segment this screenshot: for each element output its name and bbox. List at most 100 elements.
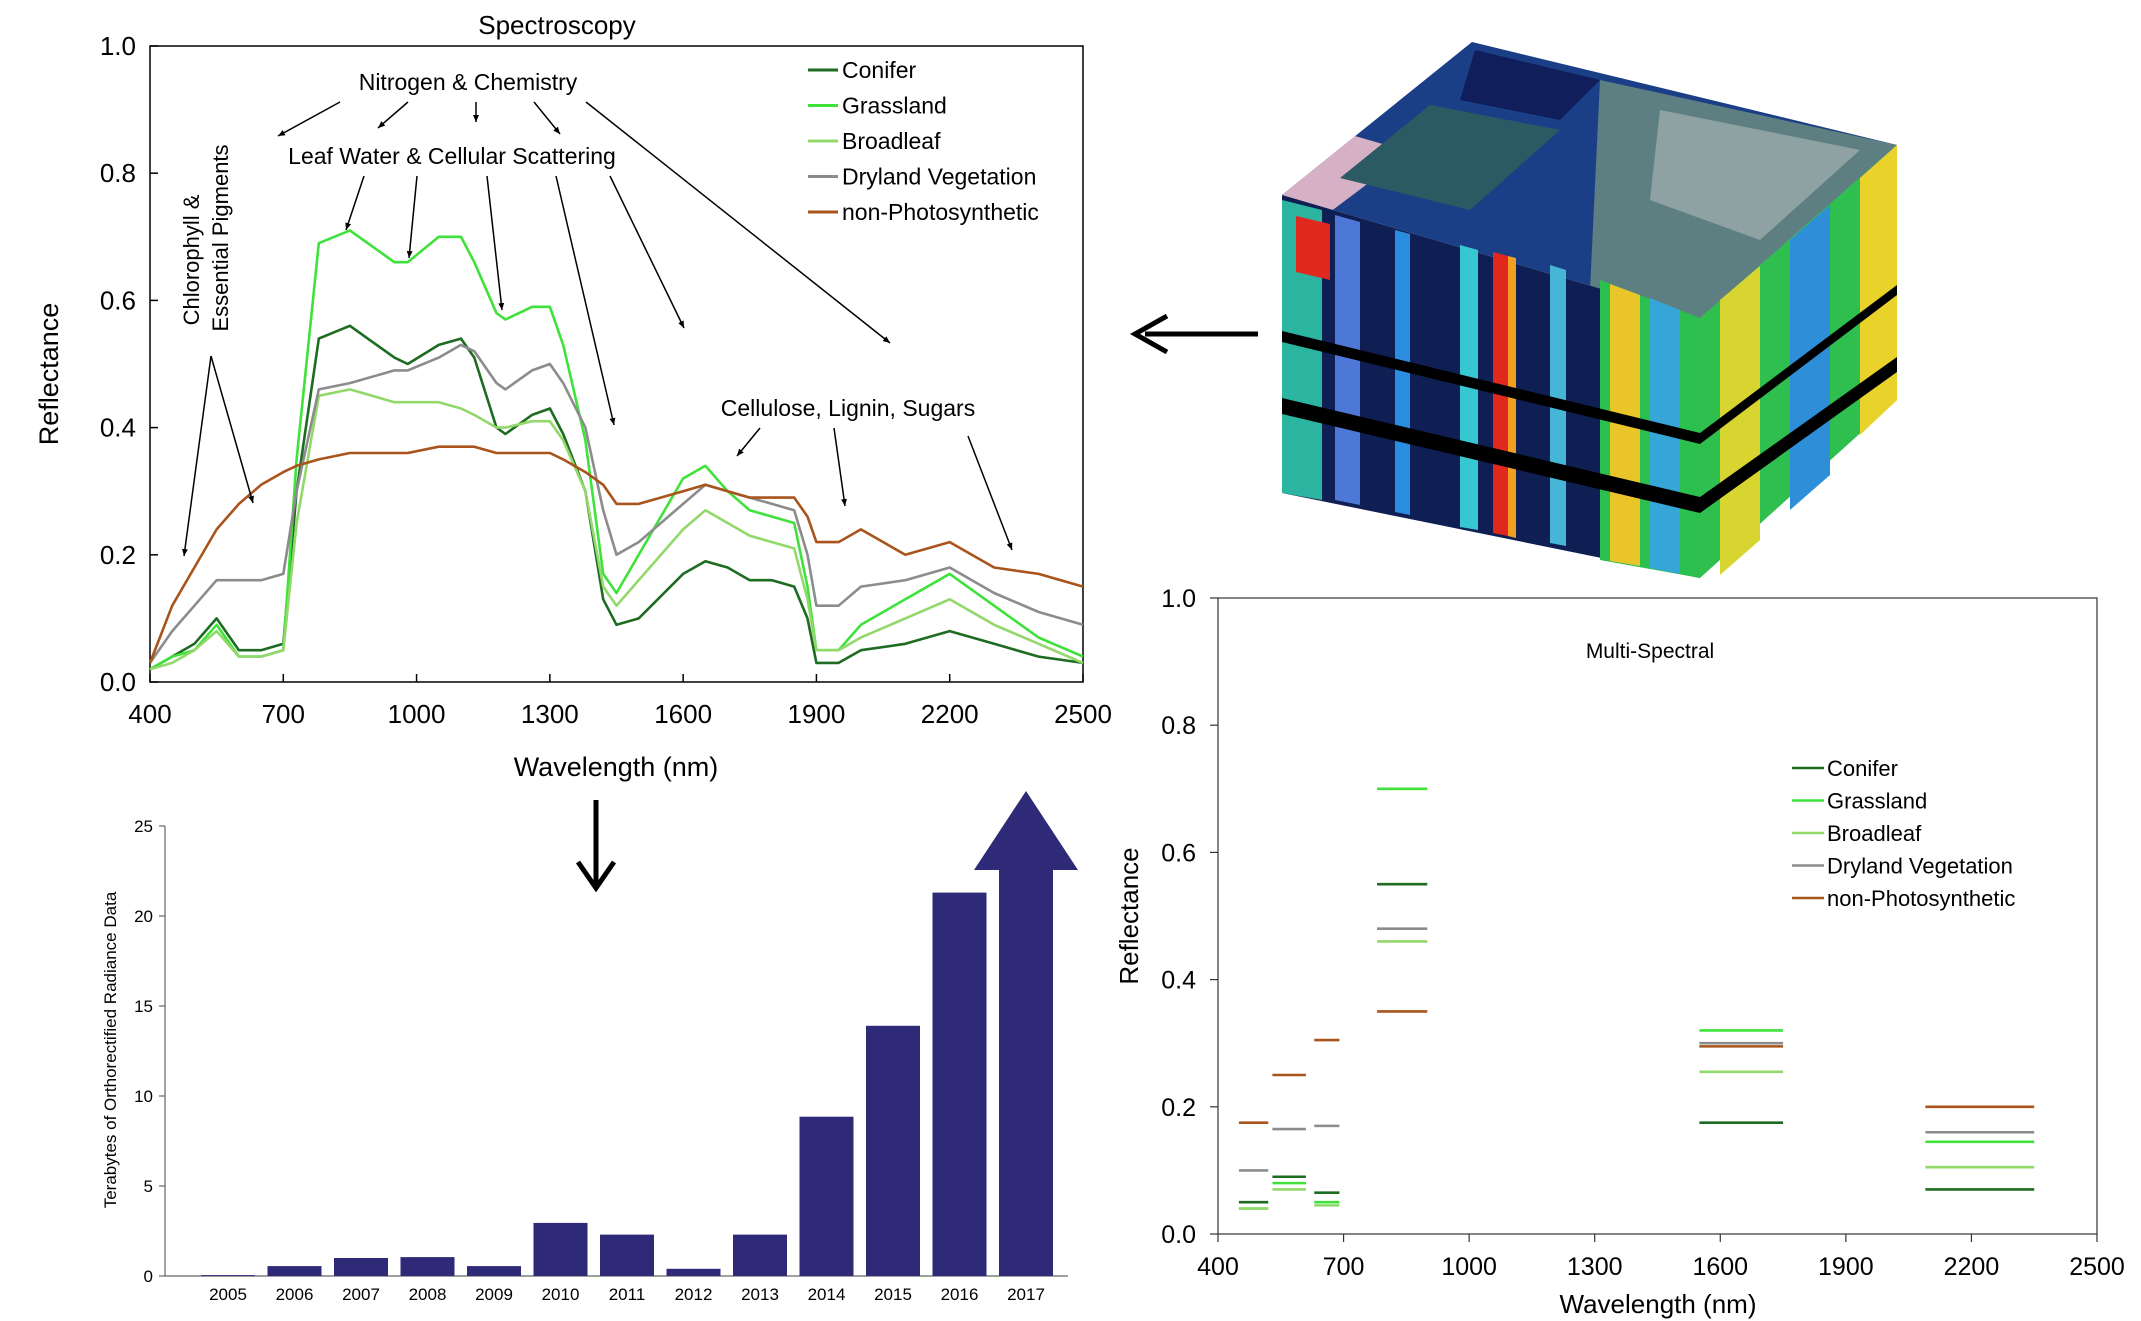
x-tick-label: 2200: [921, 699, 979, 729]
series-line-non-photosynthetic: [148, 445, 1084, 664]
multispectral-x-axis-label: Wavelength (nm): [1560, 1289, 1757, 1319]
multispectral-plot-frame: [1217, 597, 2098, 1235]
y-tick-label: 0.4: [100, 413, 136, 443]
y-tick-label: 10: [134, 1087, 153, 1106]
y-tick-label: 0.2: [1161, 1094, 1196, 1122]
bar-2014: [799, 1116, 854, 1276]
spectroscopy-y-ticks: 0.0 0.2 0.4 0.6 0.8 1.0: [100, 31, 158, 697]
x-tick-label: 2005: [209, 1285, 247, 1304]
spectroscopy-plot-frame: [149, 45, 1084, 683]
bar-2009: [467, 1266, 521, 1276]
series-line-broadleaf: [149, 388, 1084, 671]
x-tick-label: 2011: [609, 1285, 646, 1304]
x-tick-label: 700: [1323, 1253, 1365, 1281]
bar-x-tick-labels: 2005 2006 2007 2008 2009 2010 2011 2012 2013 2014…: [209, 1285, 1045, 1304]
y-tick-label: 15: [134, 997, 153, 1016]
y-tick-label: 20: [134, 907, 153, 926]
x-tick-label: 1300: [521, 699, 579, 729]
annotation-arrow: [609, 175, 685, 329]
multispectral-y-axis-label: Reflectance: [1114, 847, 1144, 984]
legend-label: Conifer: [1827, 756, 1898, 781]
annotation-arrow: [181, 355, 212, 557]
legend-label: non-Photosynthetic: [1827, 886, 2015, 911]
x-tick-label: 2009: [475, 1285, 513, 1304]
y-tick-label: 0.4: [1161, 967, 1196, 995]
annotation-arrow: [406, 175, 418, 259]
x-tick-label: 2015: [874, 1285, 912, 1304]
annotation-arrow: [555, 175, 616, 426]
multispectral-legend: Conifer Grassland Broadleaf Dryland Vegetat…: [1792, 756, 2015, 911]
annotation-arrow: [486, 175, 505, 311]
x-tick-label: 400: [128, 699, 171, 729]
legend-label: Broadleaf: [1827, 821, 1922, 846]
bar-y-axis-label: Terabytes of Orthorectified Radiance Dat…: [101, 891, 120, 1208]
spectroscopy-y-axis-label: Reflectance: [34, 303, 64, 446]
multispectral-title: Multi-Spectral: [1586, 640, 1714, 663]
spectroscopy-legend: Conifer Grassland Broadleaf Dryland Vegetat…: [808, 57, 1039, 225]
x-tick-label: 2007: [342, 1285, 380, 1304]
annotation-arrows: [181, 101, 1013, 557]
bar-2006: [267, 1266, 322, 1276]
annotation-arrow: [377, 101, 409, 129]
y-tick-label: 5: [144, 1177, 153, 1196]
multispectral-y-ticks: 0.0 0.2 0.4 0.6 0.8 1.0: [1161, 585, 1218, 1249]
annotation-leaf-water-scattering: Leaf Water & Cellular Scattering: [288, 143, 616, 169]
annotation-arrow: [533, 101, 561, 135]
x-tick-label: 2008: [409, 1285, 447, 1304]
annotation-nitrogen-chemistry: Nitrogen & Chemistry: [359, 69, 578, 95]
bar-2007: [334, 1258, 388, 1276]
cube-black-band-upper: [1282, 285, 1897, 444]
y-tick-label: 0.8: [1161, 712, 1196, 740]
spectroscopy-x-ticks: 400 700 1000 1300 1600 1900 2200 2500: [128, 674, 1112, 729]
bar-2008: [400, 1257, 455, 1276]
x-tick-label: 2012: [675, 1285, 713, 1304]
spectroscopy-title: Spectroscopy: [478, 10, 636, 40]
legend-label: Broadleaf: [842, 128, 941, 154]
x-tick-label: 1000: [1441, 1253, 1497, 1281]
annotation-cellulose-lignin-sugars: Cellulose, Lignin, Sugars: [721, 395, 975, 421]
legend-label: Grassland: [1827, 789, 1927, 814]
annotation-arrow: [345, 175, 365, 231]
x-tick-label: 1600: [1692, 1253, 1748, 1281]
x-tick-label: 2006: [276, 1285, 314, 1304]
annotation-arrow: [277, 101, 341, 137]
x-tick-label: 1300: [1567, 1253, 1623, 1281]
bar-2015: [866, 1025, 920, 1276]
multispectral-x-ticks: 400 700 1000 1300 1600 1900 2200 2500: [1197, 1234, 2125, 1281]
x-tick-label: 1900: [788, 699, 846, 729]
bar-2017-growth-arrow: [974, 791, 1078, 1276]
annotation-chlorophyll-line2: Essential Pigments: [208, 144, 233, 331]
hyperspectral-cube-image: [1282, 42, 1897, 578]
x-tick-label: 2200: [1944, 1253, 2000, 1281]
bar-2016: [932, 892, 987, 1276]
annotation-arrow: [833, 427, 847, 507]
y-tick-label: 0.8: [100, 158, 136, 188]
y-tick-label: 0.0: [100, 667, 136, 697]
x-tick-label: 1900: [1818, 1253, 1874, 1281]
y-tick-label: 0.2: [100, 540, 136, 570]
legend-label: Dryland Vegetation: [1827, 854, 2013, 879]
x-tick-label: 2016: [941, 1285, 979, 1304]
x-tick-label: 700: [262, 699, 305, 729]
bar-y-ticks: 0 5 10 15 20 25: [134, 817, 165, 1286]
legend-label: Grassland: [842, 93, 947, 119]
y-tick-label: 0.6: [100, 285, 136, 315]
bar-2010: [533, 1222, 588, 1276]
x-tick-label: 2500: [2069, 1253, 2125, 1281]
legend-label: Conifer: [842, 57, 916, 83]
flow-arrow-left: [1129, 313, 1258, 355]
flow-arrow-down: [575, 800, 617, 893]
spectroscopy-series-lines: [148, 229, 1084, 671]
annotation-chlorophyll-line1: Chlorophyll &: [179, 194, 204, 325]
bar-2013: [733, 1234, 787, 1276]
spectroscopy-x-axis-label: Wavelength (nm): [514, 752, 719, 782]
x-tick-label: 2014: [808, 1285, 846, 1304]
multispectral-band-lines: [1238, 787, 2035, 1210]
y-tick-label: 0.6: [1161, 839, 1196, 867]
x-tick-label: 2010: [542, 1285, 580, 1304]
spectroscopy-chart: Spectroscopy 0.0 0.2 0.4 0.6 0.8 1.0 400 700 10…: [34, 10, 1112, 782]
legend-label: Dryland Vegetation: [842, 164, 1036, 190]
annotation-arrow: [967, 435, 1013, 551]
